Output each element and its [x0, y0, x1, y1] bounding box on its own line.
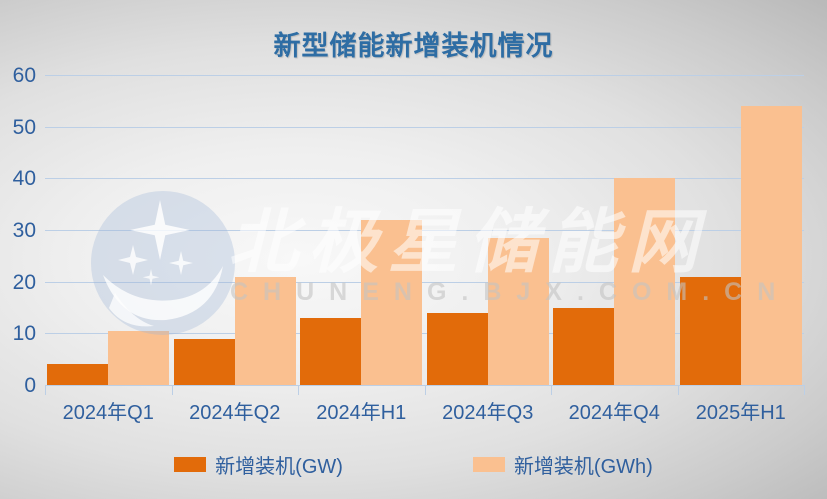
x-axis-tick-mark	[171, 385, 173, 395]
y-axis-tick-label: 0	[24, 374, 36, 397]
y-axis-tick-label: 30	[12, 219, 36, 242]
x-axis-tick-mark	[804, 385, 805, 395]
legend-item: 新增装机(GWh)	[472, 450, 653, 479]
gridline-y20	[45, 281, 804, 283]
y-axis-tick-label: 20	[12, 270, 36, 294]
y-axis-tick-label: 50	[12, 115, 36, 139]
bar	[108, 330, 170, 385]
bar	[426, 312, 488, 385]
bar-group-2024年Q1	[45, 330, 172, 385]
x-axis-tick-label: 2024年Q1	[62, 402, 154, 424]
legend-label: 新增装机(GW)	[215, 456, 343, 478]
gridline-y40	[45, 178, 804, 180]
bar	[553, 307, 615, 385]
gridline-y60	[45, 75, 804, 76]
x-axis-tick-label: 2024年Q4	[568, 402, 660, 424]
bar	[740, 106, 802, 385]
bar	[614, 178, 676, 385]
x-axis-tick-label: 2025年H1	[695, 402, 786, 424]
bar	[487, 237, 549, 385]
x-axis-tick-label: 2024年Q2	[189, 402, 281, 424]
plot-area	[45, 75, 805, 386]
bar	[234, 276, 296, 385]
legend-label: 新增装机(GWh)	[513, 456, 653, 478]
legend-swatch-icon	[472, 457, 505, 472]
legend: 新增装机(GW) 新增装机(GWh)	[0, 450, 827, 479]
bar	[173, 338, 235, 385]
x-axis-tick-mark	[677, 385, 679, 395]
legend-swatch-icon	[174, 457, 207, 472]
bar-group-2024年Q2	[172, 276, 299, 385]
x-axis-tick-mark	[424, 385, 426, 395]
x-axis-tick-label: 2024年Q3	[442, 402, 534, 424]
bar-group-2024年Q4	[551, 178, 678, 385]
x-axis-tick-label: 2024年H1	[316, 402, 407, 424]
x-axis-tick-mark	[551, 385, 552, 395]
bar	[300, 317, 362, 385]
bar	[361, 219, 423, 385]
chart-title: 新型储能新增装机情况	[273, 31, 554, 61]
gridline-y10	[45, 333, 804, 335]
legend-item: 新增装机(GW)	[174, 450, 343, 479]
gridline-y30	[45, 230, 804, 231]
y-axis-tick-label: 10	[12, 322, 36, 346]
bar-group-2024年Q3	[425, 237, 552, 385]
bar	[679, 276, 741, 385]
x-axis-tick-mark	[45, 385, 46, 395]
gridline-y50	[45, 126, 804, 128]
y-axis-tick-label: 40	[12, 167, 36, 191]
bar-group-2024年H1	[298, 219, 425, 385]
y-axis-tick-label: 60	[12, 64, 36, 87]
x-axis-tick-mark	[298, 385, 299, 395]
bar	[47, 364, 109, 385]
bar-group-2025年H1	[678, 106, 805, 385]
